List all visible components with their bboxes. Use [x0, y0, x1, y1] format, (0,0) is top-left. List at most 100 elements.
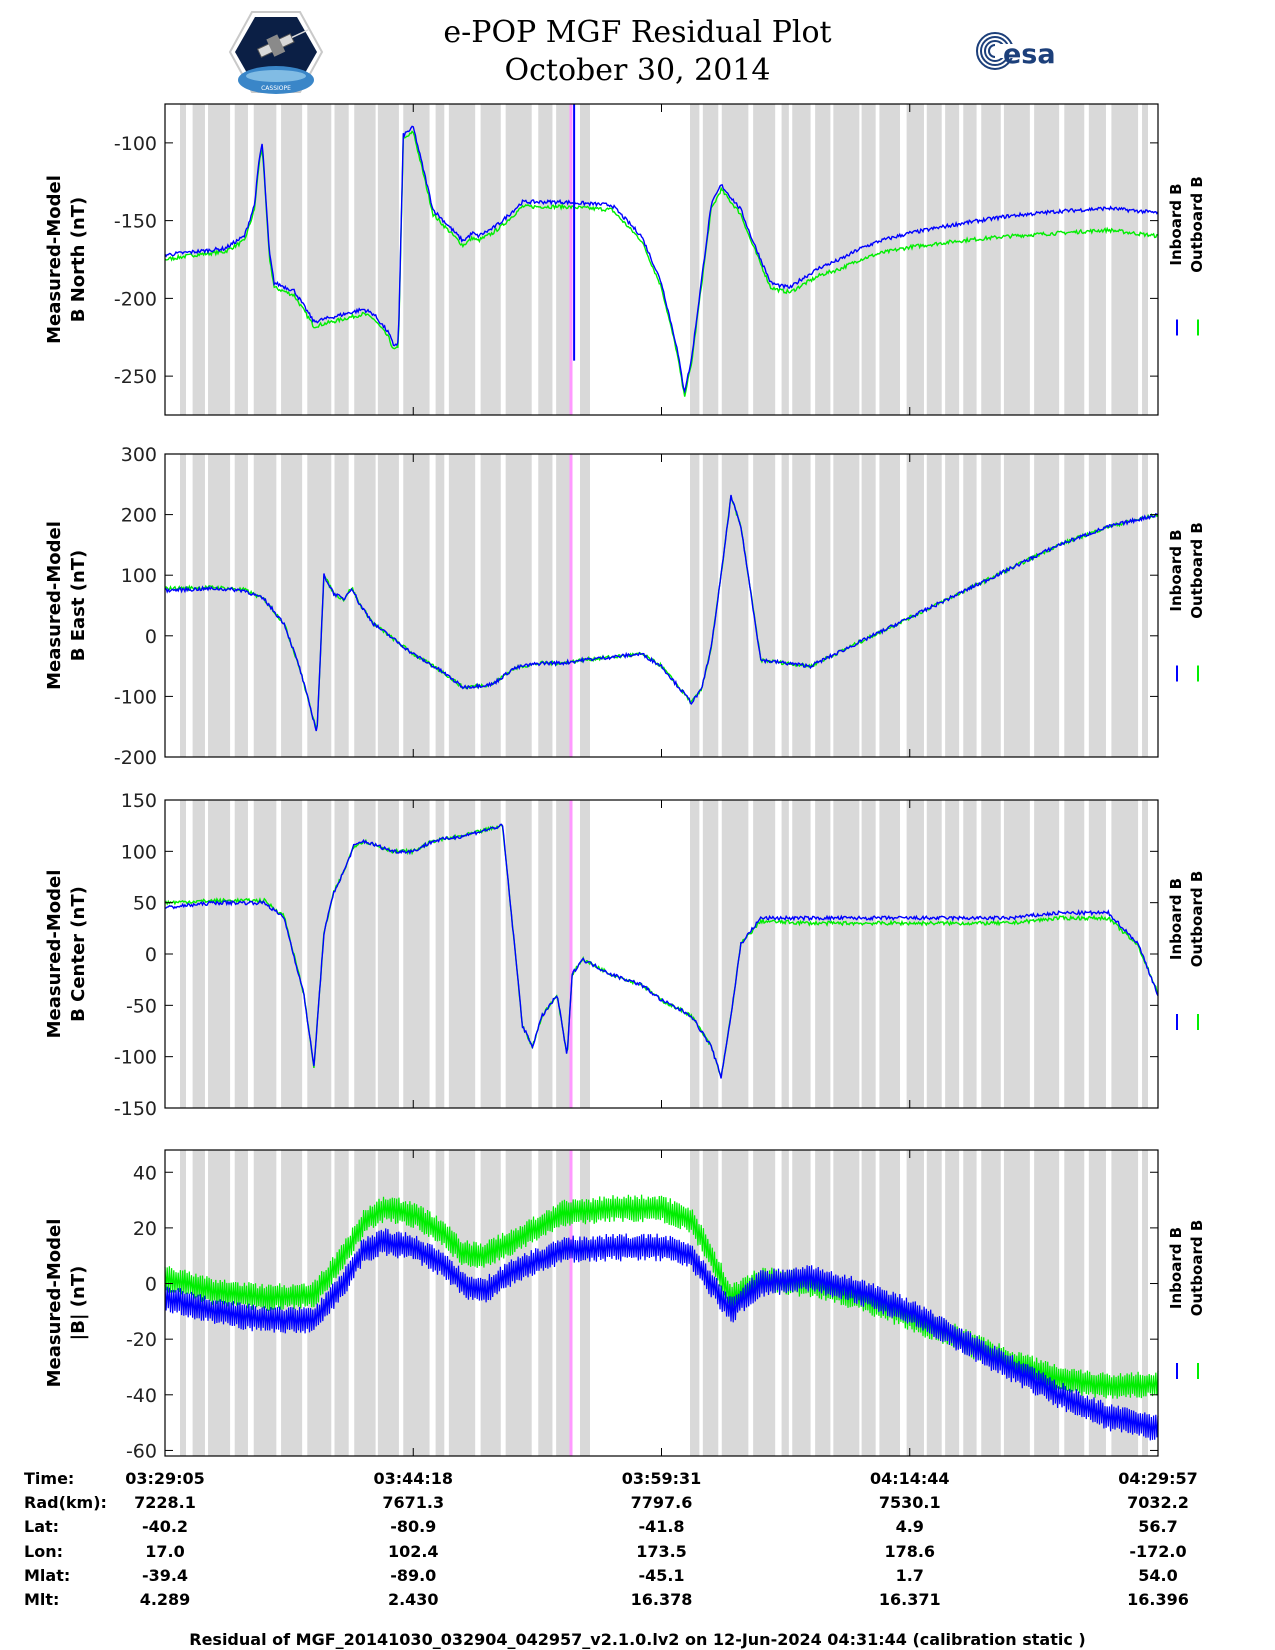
gap-band	[1142, 800, 1148, 1108]
gap-band	[815, 454, 831, 757]
panel-4: 40 20 0 -20 -40 -60 Measured-Model |B| (nT) Inbo…	[44, 1149, 1206, 1462]
gap-band	[815, 104, 831, 415]
gap-band	[1142, 104, 1148, 415]
gap-band	[981, 104, 1001, 415]
gap-band	[556, 104, 570, 415]
y-tick-label: -100	[114, 133, 157, 155]
gap-band	[234, 800, 248, 1108]
panel-2-shading	[180, 454, 1148, 757]
gap-band	[879, 104, 901, 415]
gap-band	[879, 454, 901, 757]
table-cell: 7671.3	[382, 1493, 444, 1512]
table-cell: 1.7	[896, 1566, 924, 1585]
gap-band	[1111, 1150, 1139, 1456]
gap-band	[208, 454, 231, 757]
gap-band	[792, 454, 811, 757]
gap-band	[281, 104, 303, 415]
gap-band	[945, 104, 960, 415]
gap-band	[480, 1150, 501, 1456]
title-line-2: October 30, 2014	[504, 53, 771, 88]
legend-inboard-label: Inboard B	[1167, 878, 1185, 960]
table-cell: 17.0	[145, 1542, 184, 1561]
table-row-label: Lat:	[24, 1517, 59, 1536]
gap-band	[721, 800, 749, 1108]
gap-band	[505, 1150, 532, 1456]
logo-left-text: CASSIOPE	[261, 85, 291, 92]
table-cell: -45.1	[638, 1566, 684, 1585]
panel-2: 300 200 100 0 -100 -200 Measured-Model B East (…	[44, 444, 1206, 769]
y-axis-label: Measured-Model	[44, 175, 65, 344]
gap-band	[926, 800, 942, 1108]
gap-band	[580, 454, 590, 757]
gap-band	[721, 454, 749, 757]
gap-band	[781, 1150, 789, 1456]
gap-band	[753, 454, 776, 757]
inboard-series	[164, 823, 1159, 1079]
gap-band	[505, 104, 532, 415]
gap-band	[253, 454, 277, 757]
ephemeris-table: Time: Rad(km): Lat: Lon: Mlat: Mlt: 03:29:05 72…	[24, 1469, 1198, 1609]
y-tick-label: 300	[121, 444, 157, 466]
y-tick-label: 40	[133, 1162, 157, 1184]
gap-band	[1088, 1150, 1106, 1456]
gap-band	[861, 104, 876, 415]
gap-band	[180, 104, 187, 415]
outboard-series	[164, 130, 1159, 397]
gap-band	[792, 800, 811, 1108]
gap-band	[1088, 454, 1106, 757]
table-cell: 2.430	[388, 1590, 439, 1609]
title-line-1: e-POP MGF Residual Plot	[443, 15, 832, 50]
y-tick-label: -50	[126, 995, 157, 1017]
inboard-series	[164, 494, 1159, 732]
y-axis-label: B Center (nT)	[68, 886, 89, 1022]
panel-1: -100 -150 -200 -250 Measured-Model B North (n…	[44, 103, 1206, 416]
y-tick-label: 50	[133, 893, 157, 915]
gap-band	[180, 454, 187, 757]
table-row-label: Time:	[24, 1469, 74, 1488]
cassiope-logo: CASSIOPE	[228, 11, 324, 94]
y-axis-label: Measured-Model	[44, 870, 65, 1039]
gap-band	[334, 104, 349, 415]
gap-band	[403, 1150, 430, 1456]
y-tick-label: 0	[145, 626, 157, 648]
y-tick-label: 150	[121, 790, 157, 812]
gap-band	[448, 454, 476, 757]
gap-band	[981, 454, 1001, 757]
gap-band	[1111, 104, 1139, 415]
legend-inboard-label: Inboard B	[1167, 529, 1185, 611]
legend-outboard-label: Outboard B	[1188, 1220, 1206, 1317]
gap-band	[833, 800, 860, 1108]
gap-band	[1003, 104, 1030, 415]
table-cell: -40.2	[142, 1517, 188, 1536]
gap-band	[354, 454, 376, 757]
gap-band	[1003, 1150, 1030, 1456]
gap-band	[753, 1150, 776, 1456]
table-cell: 03:59:31	[622, 1469, 702, 1488]
gap-band	[906, 454, 924, 757]
gap-band	[1088, 800, 1106, 1108]
table-cell: 03:29:05	[125, 1469, 205, 1488]
gap-band	[861, 454, 876, 757]
y-axis-label: B North (nT)	[68, 197, 89, 323]
gap-band	[538, 1150, 553, 1456]
y-tick-label: -150	[114, 211, 157, 233]
table-cell: 16.396	[1127, 1590, 1189, 1609]
gap-band	[234, 454, 248, 757]
table-cell: -39.4	[142, 1566, 188, 1585]
gap-band	[281, 800, 303, 1108]
gap-band	[1034, 454, 1060, 757]
legend-outboard-label: Outboard B	[1188, 176, 1206, 273]
table-cell: 56.7	[1138, 1517, 1177, 1536]
gap-band	[556, 800, 570, 1108]
gap-band	[334, 454, 349, 757]
table-cell: 04:29:57	[1118, 1469, 1198, 1488]
table-cell: 173.5	[636, 1542, 687, 1561]
gap-band	[307, 454, 332, 757]
table-cell: 54.0	[1138, 1566, 1177, 1585]
legend-inboard-label: Inboard B	[1167, 183, 1185, 265]
gap-band	[192, 800, 205, 1108]
legend-inboard-label: Inboard B	[1167, 1227, 1185, 1309]
gap-band	[702, 104, 719, 415]
gap-band	[234, 104, 248, 415]
